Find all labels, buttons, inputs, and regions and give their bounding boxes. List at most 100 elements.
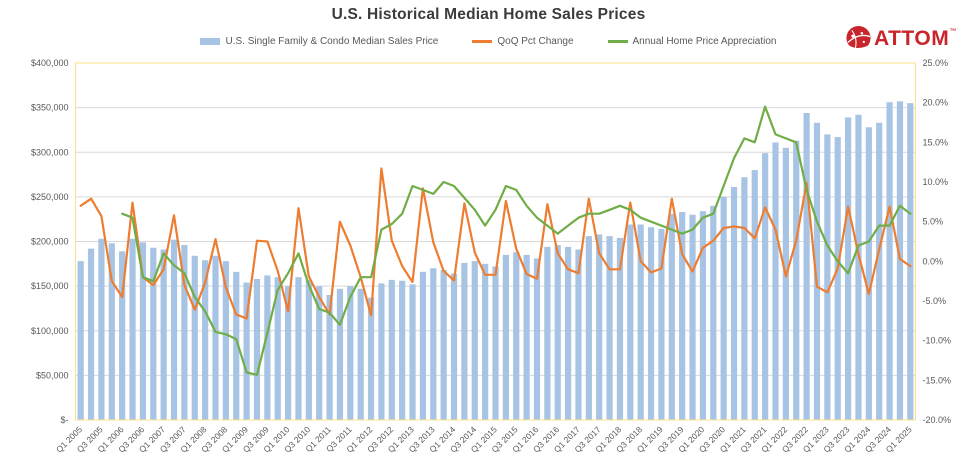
bar <box>533 258 541 420</box>
bar <box>596 234 603 420</box>
legend-item-qoq: QoQ Pct Change <box>472 36 574 47</box>
bar <box>710 205 717 420</box>
bar <box>253 278 261 420</box>
right-axis-labels: 25.0% 20.0% 15.0% 10.0% 5.0% 0.0% -5.0% -10.0% -… <box>923 58 952 425</box>
bar <box>523 254 530 420</box>
bar <box>751 170 758 420</box>
right-axis-tick-label: 0.0% <box>923 256 944 266</box>
bar <box>668 213 675 420</box>
bar <box>139 242 147 420</box>
bar <box>564 246 572 420</box>
plot-border <box>75 62 916 421</box>
bar <box>181 245 188 420</box>
bar <box>513 252 520 420</box>
right-axis-tick-label: 20.0% <box>923 98 949 108</box>
bar <box>730 187 738 420</box>
bar <box>378 283 385 420</box>
bar <box>108 243 115 420</box>
attom-globe-icon <box>845 25 872 52</box>
left-axis-tick-label: $- <box>60 415 68 425</box>
bar <box>191 255 198 420</box>
left-axis-tick-label: $100,000 <box>31 326 69 336</box>
bar <box>347 286 354 420</box>
legend-label-median-price: U.S. Single Family & Condo Median Sales … <box>225 36 439 47</box>
bar <box>554 245 561 420</box>
bar <box>616 237 624 420</box>
bar <box>87 248 95 420</box>
bar <box>782 147 789 420</box>
bar <box>388 279 395 420</box>
bar <box>627 224 634 420</box>
bar <box>793 140 800 420</box>
chart-title: U.S. Historical Median Home Sales Prices <box>331 6 646 23</box>
bar <box>699 211 707 420</box>
bar <box>274 277 281 420</box>
bar <box>637 224 644 420</box>
bar <box>233 271 240 420</box>
bar <box>762 153 769 420</box>
bar <box>741 177 748 420</box>
bar <box>544 246 551 420</box>
bar <box>326 295 333 420</box>
bar <box>336 288 344 420</box>
left-axis-tick-label: $350,000 <box>31 103 69 113</box>
bar <box>575 249 582 420</box>
legend-label-qoq: QoQ Pct Change <box>497 36 574 47</box>
right-axis-tick-label: 5.0% <box>923 217 944 227</box>
bar <box>243 282 250 420</box>
bar <box>606 236 613 420</box>
bar <box>409 284 416 420</box>
qoq-line <box>79 167 912 320</box>
bar <box>461 262 468 420</box>
bar <box>834 137 841 420</box>
bar <box>647 227 655 420</box>
bar <box>77 261 84 420</box>
bar <box>886 102 893 421</box>
legend-bar-swatch <box>200 38 221 45</box>
bar <box>844 117 852 420</box>
left-axis-tick-label: $400,000 <box>31 58 69 68</box>
bar <box>772 142 779 420</box>
bar <box>160 249 167 420</box>
bar <box>482 263 489 420</box>
appreciation-line <box>121 105 912 376</box>
bar <box>855 114 862 420</box>
left-axis-tick-label: $150,000 <box>31 281 69 291</box>
right-axis-tick-label: 15.0% <box>923 137 949 147</box>
right-axis-tick-label: 25.0% <box>923 58 949 68</box>
bar <box>419 271 427 420</box>
bar <box>222 261 229 420</box>
right-axis-tick-label: -15.0% <box>923 375 952 385</box>
bar <box>357 288 364 420</box>
legend-appreciation-line-swatch <box>607 40 628 43</box>
bar <box>720 196 727 420</box>
bar <box>907 103 914 420</box>
bar <box>430 268 437 420</box>
bar <box>679 212 686 420</box>
left-axis-tick-label: $250,000 <box>31 192 69 202</box>
attom-logo: ATTOM ™ <box>845 25 956 52</box>
bar <box>399 280 406 420</box>
bar <box>367 297 375 420</box>
bar <box>813 122 821 421</box>
right-axis-tick-label: 10.0% <box>923 177 949 187</box>
bar <box>658 229 665 420</box>
chart-legend: U.S. Single Family & Condo Median Sales … <box>70 36 907 47</box>
bar <box>295 277 302 420</box>
bar <box>824 134 831 420</box>
bar <box>170 239 178 420</box>
bar <box>264 275 271 420</box>
bar <box>502 254 509 420</box>
legend-item-appreciation: Annual Home Price Appreciation <box>607 36 777 47</box>
bar <box>876 122 883 421</box>
bar <box>492 266 499 420</box>
bar <box>98 238 105 420</box>
left-axis-tick-label: $300,000 <box>31 147 69 157</box>
bar <box>150 247 157 420</box>
left-axis-tick-label: $200,000 <box>31 237 69 247</box>
left-axis-labels: $400,000 $350,000 $300,000 $250,000 $200,000… <box>31 58 69 425</box>
bar <box>471 261 478 420</box>
bar <box>284 286 292 420</box>
